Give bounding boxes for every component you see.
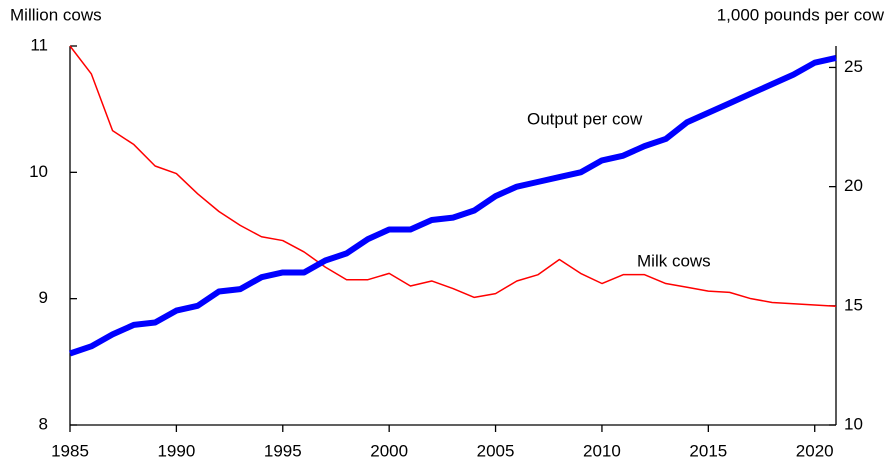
y2-tick-label: 20: [844, 176, 863, 195]
x-tick-label: 2005: [477, 441, 515, 460]
y-tick-label: 10: [29, 162, 48, 181]
series-line: [69, 54, 837, 357]
y2-tick-label: 15: [844, 295, 863, 314]
series-label: Milk cows: [637, 251, 711, 270]
x-tick-label: 2015: [689, 441, 727, 460]
series-line: [69, 45, 837, 307]
y-tick-label: 9: [39, 288, 48, 307]
x-tick-label: 2020: [796, 441, 834, 460]
x-tick-label: 2010: [583, 441, 621, 460]
x-tick-label: 2000: [370, 441, 408, 460]
y2-tick-label: 10: [844, 414, 863, 433]
y-axis-label: Million cows: [10, 5, 102, 24]
y2-axis-label: 1,000 pounds per cow: [717, 5, 885, 24]
y2-tick-label: 25: [844, 57, 863, 76]
y-tick-label: 11: [30, 35, 48, 54]
x-tick-label: 1985: [51, 441, 89, 460]
x-tick-label: 1995: [264, 441, 302, 460]
x-tick-label: 1990: [157, 441, 195, 460]
y-tick-label: 8: [39, 414, 48, 433]
series-label: Output per cow: [527, 109, 643, 128]
